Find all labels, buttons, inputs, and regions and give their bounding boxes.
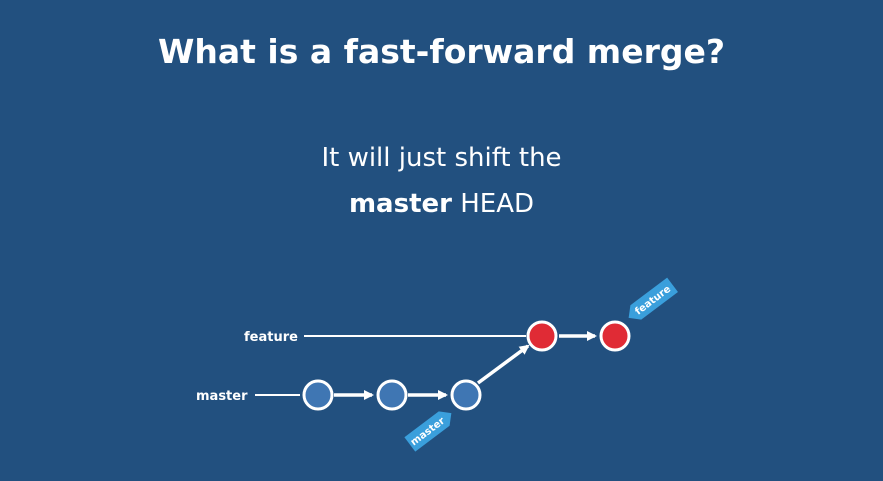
feature-commit-2 — [601, 322, 629, 350]
master-commit-1 — [304, 381, 332, 409]
master-branch-label: master — [196, 389, 248, 404]
feature-commit-1 — [528, 322, 556, 350]
feature-branch-label: feature — [244, 330, 298, 345]
merge-commit-arrow — [478, 346, 528, 383]
master-tag: master — [404, 406, 456, 452]
master-commit-3 — [452, 381, 480, 409]
feature-tag: feature — [623, 278, 678, 325]
master-commit-2 — [378, 381, 406, 409]
